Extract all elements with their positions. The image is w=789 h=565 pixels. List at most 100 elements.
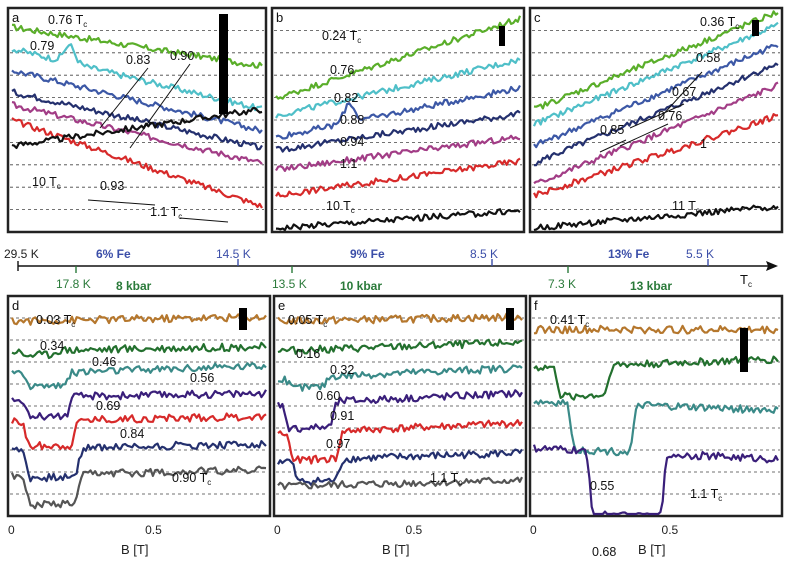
series-d-0_84 <box>11 440 267 483</box>
label-leader <box>179 217 229 223</box>
label-leader <box>629 103 685 129</box>
curve-label: 0.83 <box>126 53 150 67</box>
scale-bar-c <box>752 20 759 36</box>
series-c-0_76 <box>533 62 779 167</box>
series-c-0_85 <box>533 81 779 185</box>
x-axis-label-f: B [T] <box>638 542 665 557</box>
series-f-0_55 <box>533 355 779 401</box>
tc-scale-axis: Tc 29.5 K 14.5 K 8.5 K 5.5 K 6% Fe 9% Fe 13% Fe… <box>4 247 778 293</box>
curve-label: 0.76 Tc <box>48 13 87 29</box>
series-b-0_76 <box>275 57 521 119</box>
pressure-group-label: 8 kbar <box>116 279 152 293</box>
curve-label: 0.03 Tc <box>36 313 75 329</box>
series-a-0_83 <box>11 69 263 134</box>
curve-label: 1.1 Tc <box>690 487 722 503</box>
fe-group-label: 13% Fe <box>608 247 650 261</box>
series-e-0_97 <box>277 448 523 487</box>
panel-letter-a: a <box>12 10 20 25</box>
curve-label: 0.69 <box>96 399 120 413</box>
panel-e: e0.05 Tc 0.16 0.32 0.60 0.91 0.97 1.1 Tc 0 0.5 B … <box>272 294 528 557</box>
panel-d: d 0.03 Tc 0.34 0.46 0.56 0.690.84 0.90 Tc 0 0.5 B… <box>6 294 272 557</box>
panel-letter-f: f <box>534 298 538 313</box>
scale-bar-e <box>506 308 514 330</box>
series-d-0_46 <box>11 362 267 391</box>
panel-c-frame <box>528 6 784 234</box>
label-leader <box>599 139 627 153</box>
curve-label: 10 Tc <box>326 199 355 215</box>
series-f-1_1 <box>532 444 779 516</box>
curve-label: 0.16 <box>296 347 320 361</box>
series-f-0_41 <box>533 324 779 335</box>
x-tick-e-1: 0.5 <box>406 523 423 537</box>
curve-label: 0.79 <box>30 39 54 53</box>
series-e-0_60 <box>276 389 523 433</box>
series-a-10 <box>11 106 263 150</box>
series-b-0_94 <box>275 134 521 172</box>
curve-label: 0.85 <box>600 123 624 137</box>
scale-bar-a <box>219 14 228 114</box>
series-d-0_03 <box>10 313 267 326</box>
curve-label: 1.1 Tc <box>150 205 182 221</box>
pressure-tick-label: 17.8 K <box>56 277 91 291</box>
curve-label: 0.90 <box>170 49 194 63</box>
series-c-1 <box>533 113 779 199</box>
curve-label: 0.93 <box>100 179 124 193</box>
curve-label: 0.34 <box>40 339 64 353</box>
x-axis-label-d: B [T] <box>121 542 148 557</box>
series-c-11 <box>533 204 779 232</box>
fe-tick-label: 8.5 K <box>470 247 498 261</box>
curve-label: 0.55 <box>590 479 614 493</box>
fe-tick-label: 29.5 K <box>4 247 39 261</box>
panel-letter-c: c <box>534 10 541 25</box>
curve-label: 10 Tc <box>32 175 61 191</box>
panel-b: b 0.24 Tc 0.76 0.82 0.88 0.94 1.1 10 Tc <box>270 6 526 234</box>
series-e-0_05 <box>277 312 523 325</box>
label-leader <box>99 67 149 129</box>
fe-group-label: 6% Fe <box>96 247 131 261</box>
panel-letter-b: b <box>276 10 283 25</box>
curve-label: 0.36 Tc <box>700 15 739 31</box>
label-leader <box>87 199 156 206</box>
label-leader <box>129 63 191 149</box>
tc-axis-label: Tc <box>740 272 752 289</box>
curve-label: 0.97 <box>326 437 350 451</box>
pressure-tick-label: 7.3 K <box>548 277 576 291</box>
curve-label: 0.58 <box>696 51 720 65</box>
x-tick-f-1: 0.5 <box>662 523 679 537</box>
curve-label: 1.1 Tc <box>430 471 462 487</box>
series-d-0_90 <box>10 465 267 510</box>
curve-label: 0.91 <box>330 409 354 423</box>
scale-bar-f <box>740 328 748 372</box>
series-a-0_93 <box>11 101 263 165</box>
curve-label: 0.82 <box>334 91 358 105</box>
series-b-0_88 <box>275 109 521 153</box>
panel-letter-d: d <box>12 298 19 313</box>
x-tick-d-0: 0 <box>8 523 15 537</box>
panel-f: f 0.41 Tc 0.55 0.68 1.1 Tc 0 0.5 B [T] <box>528 294 784 559</box>
x-tick-f-0: 0 <box>530 523 537 537</box>
fe-group-label: 9% Fe <box>350 247 385 261</box>
series-d-0_69 <box>11 412 267 451</box>
curve-label: 0.88 <box>340 113 364 127</box>
curve-label: 1 <box>700 137 707 151</box>
fe-tick-label: 14.5 K <box>216 247 251 261</box>
x-tick-d-1: 0.5 <box>145 523 162 537</box>
panel-a: a 0.76 Tc 0.79 0.83 0.90 10 Tc 0.93 1.1 Tc <box>6 6 268 234</box>
panel-c: c 0.36 Tc 0.58 0.67 0.76 0.85 1 11 Tc <box>528 6 784 234</box>
series-d-0_56 <box>11 389 267 421</box>
scale-bar-b <box>499 26 505 46</box>
curve-label: 0.84 <box>120 427 144 441</box>
series-a-0_90 <box>11 88 263 151</box>
curve-label: 0.56 <box>190 371 214 385</box>
pressure-group-label: 13 kbar <box>630 279 672 293</box>
pressure-group-label: 10 kbar <box>340 279 382 293</box>
label-leader <box>659 71 703 119</box>
series-e-1_1 <box>277 476 523 490</box>
x-tick-e-0: 0 <box>274 523 281 537</box>
fe-tick-label: 5.5 K <box>686 247 714 261</box>
curve-label: 0.76 <box>658 109 682 123</box>
series-b-1_1 <box>275 157 521 198</box>
series-c-0_67 <box>533 43 779 149</box>
